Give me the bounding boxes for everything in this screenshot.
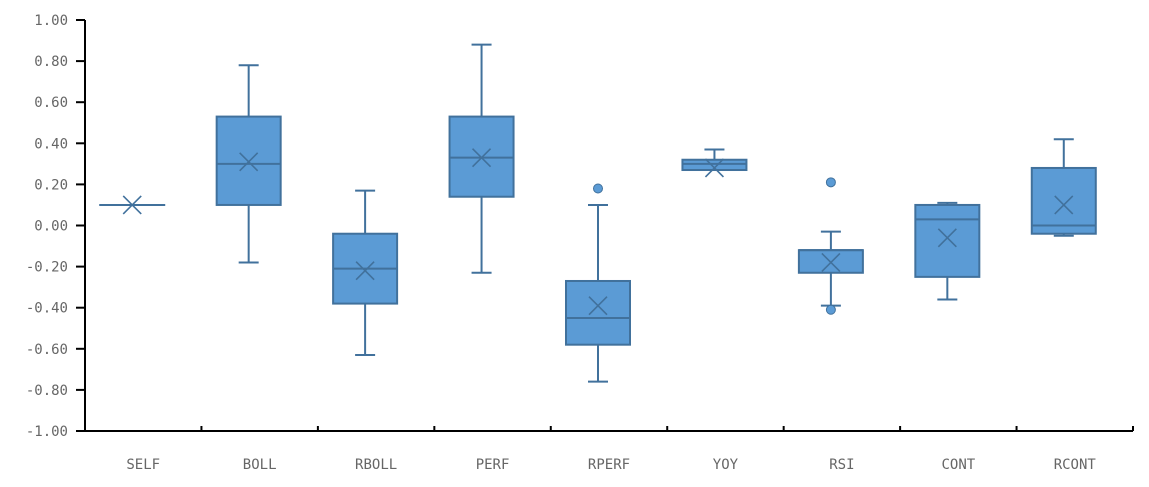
box-rboll <box>332 189 399 356</box>
outlier-point <box>825 177 836 188</box>
y-tick-label: 0.80 <box>34 54 68 70</box>
y-tick-label: -0.40 <box>26 301 68 317</box>
x-tick-label: RBOLL <box>355 457 397 473</box>
y-tick-label: 0.20 <box>34 177 68 193</box>
y-tick-label: 0.00 <box>34 219 68 235</box>
outlier-point <box>593 183 603 194</box>
iqr-box <box>681 158 748 172</box>
y-tick-label: -0.60 <box>26 342 68 358</box>
mean-marker <box>704 158 725 178</box>
mean-marker <box>122 195 142 215</box>
mean-marker <box>588 296 608 316</box>
iqr-box <box>1030 166 1097 235</box>
y-tick-label: -0.80 <box>26 383 68 399</box>
box-perf <box>448 43 515 274</box>
y-tick-label: 0.60 <box>34 95 68 111</box>
box-cont <box>914 201 981 301</box>
box-rperf <box>565 183 631 383</box>
x-tick-label: RSI <box>829 457 854 473</box>
box-boll <box>215 64 282 264</box>
x-tick-label: RCONT <box>1054 457 1097 473</box>
x-tick-label: CONT <box>941 457 975 473</box>
mean-marker <box>471 148 492 168</box>
mean-marker <box>821 252 841 273</box>
mean-marker <box>239 152 259 172</box>
x-tick-label: SELF <box>126 457 160 473</box>
y-tick-label: 0.40 <box>34 136 68 152</box>
mean-marker <box>355 261 375 281</box>
iqr-box <box>914 203 981 278</box>
y-tick-label: -1.00 <box>26 424 68 440</box>
box-rsi <box>797 177 864 315</box>
x-tick-label: RPERF <box>588 457 630 473</box>
mean-marker <box>937 228 957 248</box>
x-tick-label: YOY <box>713 457 739 473</box>
box-rcont <box>1030 138 1097 237</box>
x-tick-label: BOLL <box>243 457 277 473</box>
y-tick-label: -0.20 <box>26 260 68 276</box>
x-tick-label: PERF <box>476 457 510 473</box>
outlier-point <box>825 304 836 315</box>
y-tick-label: 1.00 <box>34 13 68 29</box>
box-self <box>99 195 166 215</box>
mean-marker <box>1054 195 1074 215</box>
box-yoy <box>681 148 748 178</box>
iqr-box <box>565 279 631 346</box>
